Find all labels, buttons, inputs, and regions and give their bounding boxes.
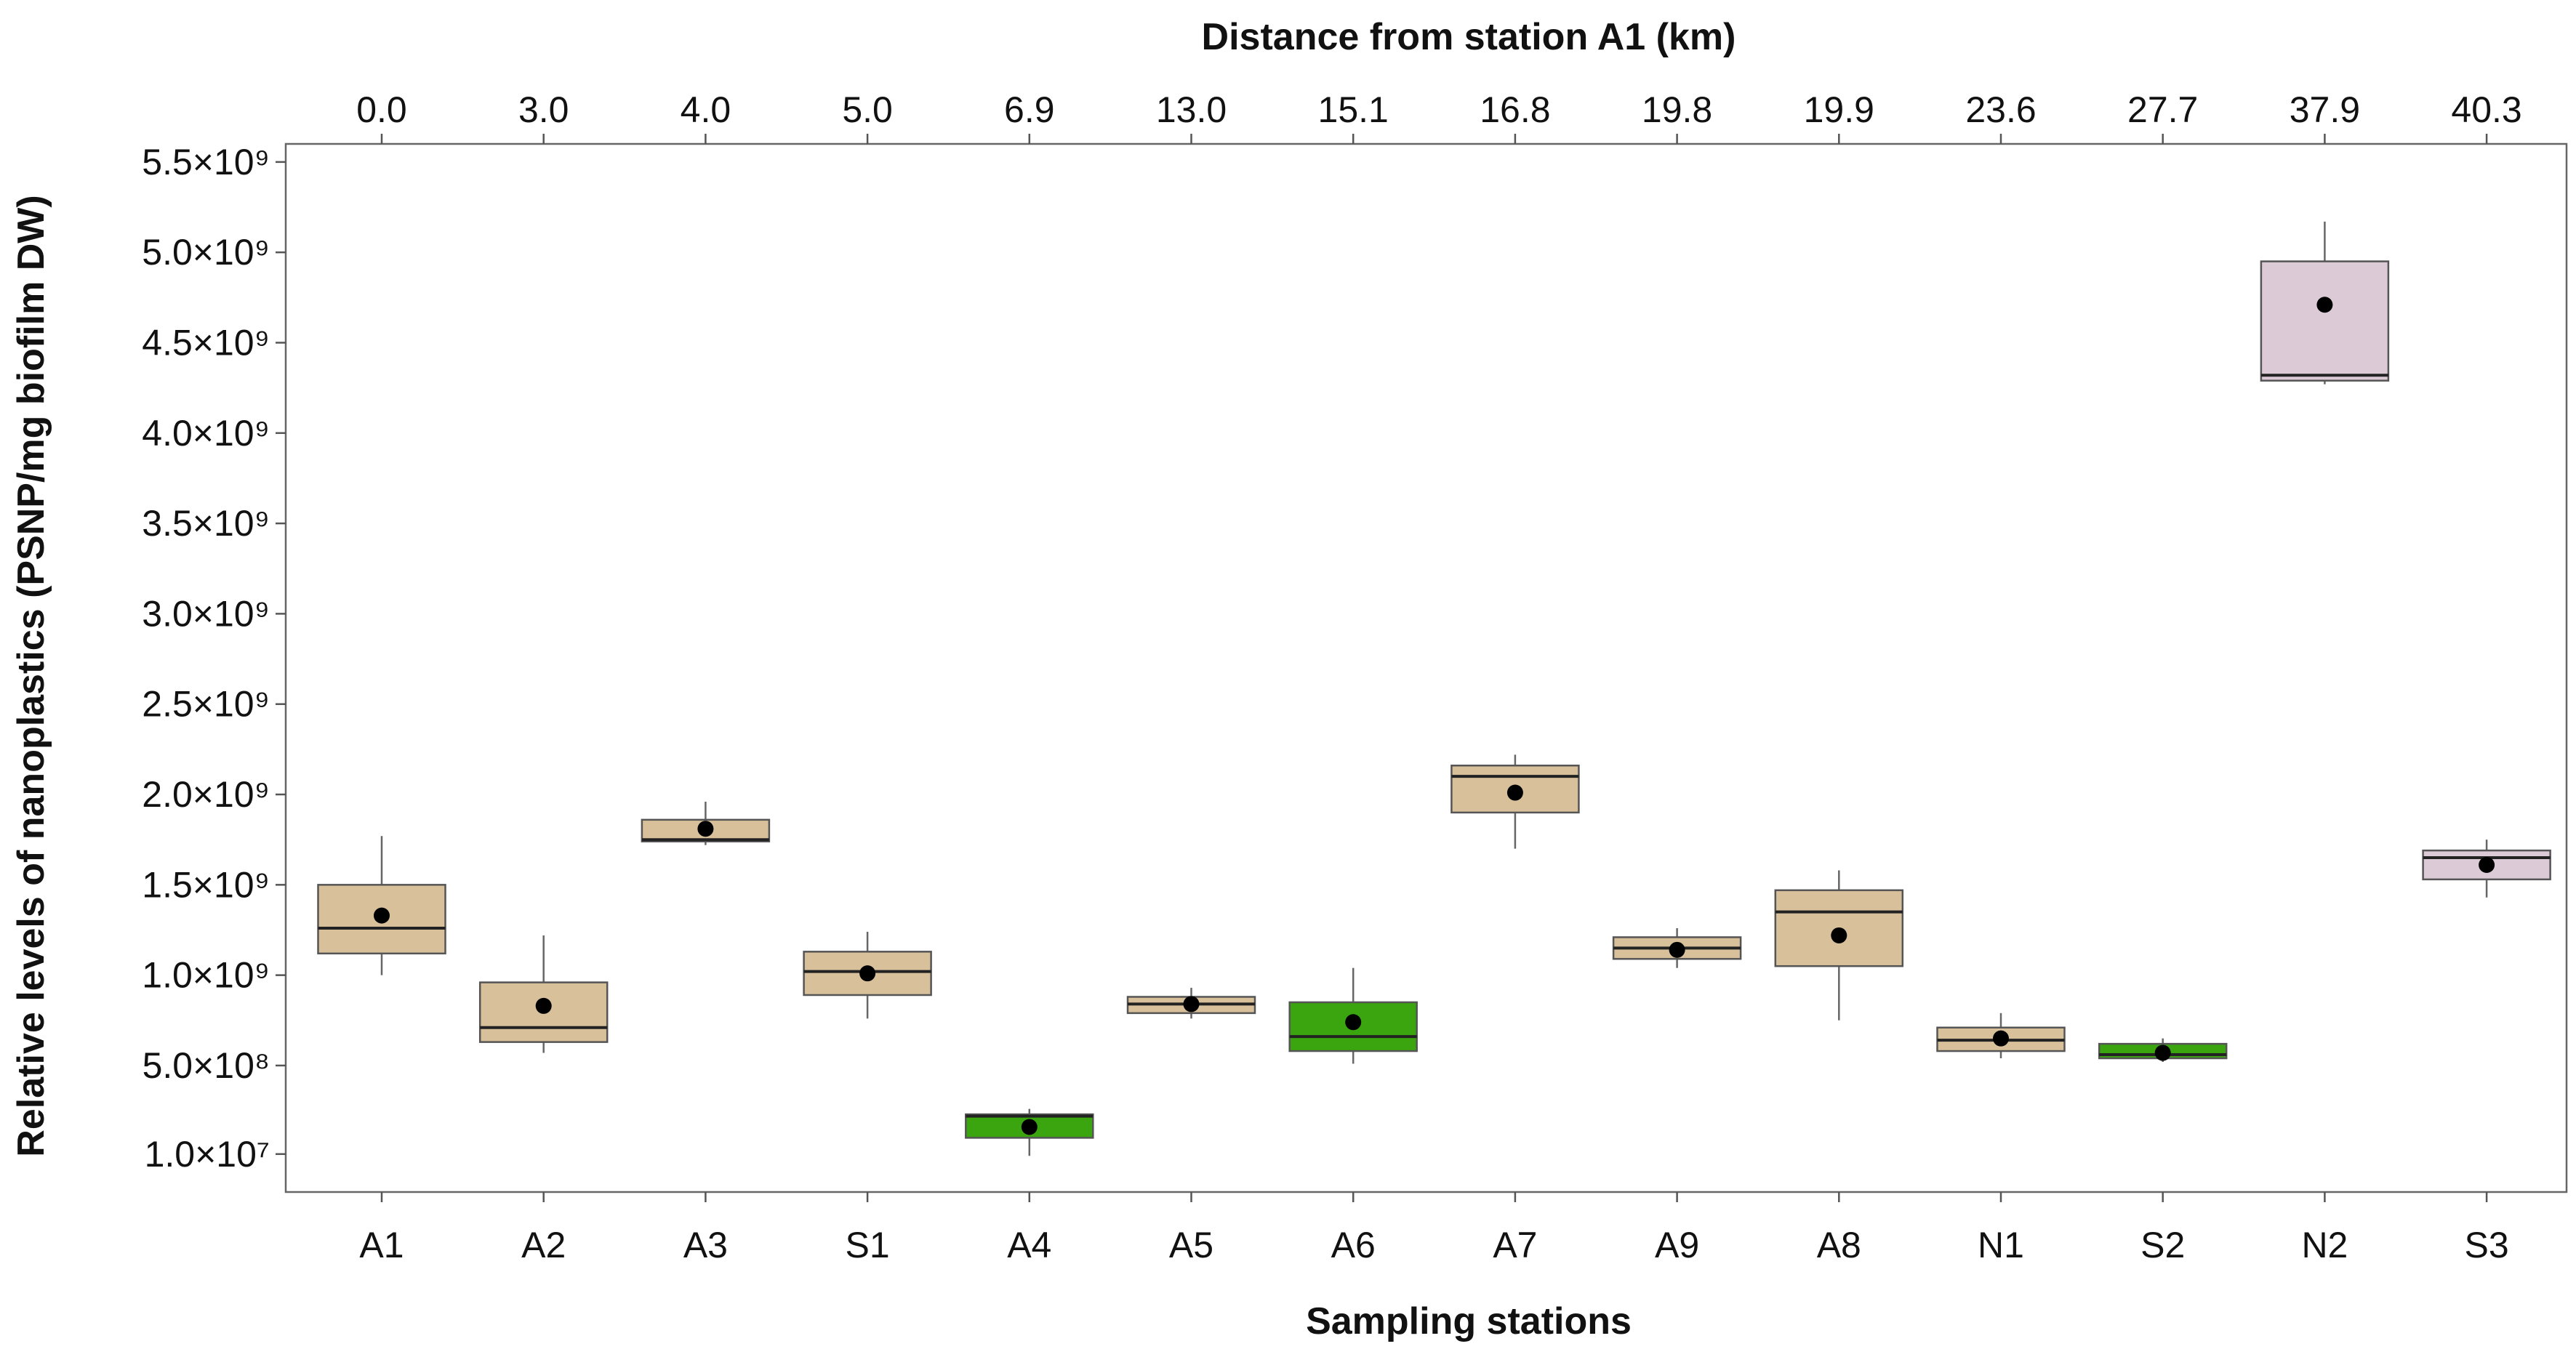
distance-label-A3: 4.0 [681,89,731,130]
y-tick-label-6: 3.0×10⁹ [142,593,270,634]
distance-label-S3: 40.3 [2451,89,2521,130]
x-tick-label-S1: S1 [846,1225,890,1265]
x-axis: A1 A2 A3 S1 A4 A5 A6 A7 A9 A8 N1 S2 N2 S3 [359,1192,2509,1265]
box-A7 [1450,754,1580,849]
x-tick-label-N1: N1 [1978,1225,2024,1265]
mean-point-A4 [1021,1119,1038,1135]
x-tick-label-N2: N2 [2301,1225,2348,1265]
mean-point-A1 [374,907,390,924]
y-axis: 1.0×10⁷ 5.0×10⁸ 1.0×10⁹ 1.5×10⁹ 2.0×10⁹ 2.5×1… [142,142,286,1175]
iqr-box-N2 [2260,260,2390,382]
x-tick-label-A3: A3 [683,1225,728,1265]
box-A2 [478,935,609,1053]
x-tick-label-S3: S3 [2465,1225,2509,1265]
x-tick-label-A2: A2 [521,1225,566,1265]
top-distance-axis: 0.0 3.0 4.0 5.0 6.9 13.0 15.1 16.8 19.8 19.9 23.6 2… [356,89,2522,144]
y-tick-label-7: 3.5×10⁹ [142,503,270,544]
mean-point-A8 [1831,927,1847,943]
y-tick-label-5: 2.5×10⁹ [142,684,270,725]
y-tick-label-9: 4.5×10⁹ [142,322,270,363]
x-tick-label-A7: A7 [1493,1225,1537,1265]
x-tick-label-A6: A6 [1331,1225,1376,1265]
distance-label-N2: 37.9 [2290,89,2360,130]
box-S1 [803,931,932,1019]
box-N2 [2260,221,2390,384]
distance-label-S1: 5.0 [842,89,893,130]
mean-point-A6 [1345,1014,1362,1031]
distance-label-A8: 19.9 [1804,89,1874,130]
y-tick-label-0: 1.0×10⁷ [145,1134,270,1175]
distance-label-A7: 16.8 [1480,89,1550,130]
mean-point-S1 [859,965,876,982]
y-tick-label-2: 1.0×10⁹ [142,955,270,996]
distance-label-A1: 0.0 [356,89,407,130]
mean-point-A2 [535,997,552,1014]
box-N1 [1936,1012,2066,1059]
mean-point-A9 [1669,941,1685,958]
y-axis-title: Relative levels of nanoplastics (PSNP/mg… [10,195,52,1156]
box-S2 [2098,1038,2228,1062]
distance-label-A9: 19.8 [1642,89,1712,130]
top-axis-title: Distance from station A1 (km) [1202,16,1736,58]
box-A9 [1612,928,1742,968]
y-tick-label-11: 5.5×10⁹ [142,142,270,182]
mean-point-S3 [2479,856,2495,873]
x-tick-label-A4: A4 [1007,1225,1051,1265]
plot-border [284,142,2568,1193]
mean-point-N1 [1993,1030,2009,1047]
mean-point-A7 [1506,784,1523,801]
distance-label-A2: 3.0 [518,89,569,130]
x-tick-label-A5: A5 [1169,1225,1213,1265]
distance-label-N1: 23.6 [1965,89,2036,130]
boxes [317,221,2551,1156]
box-A8 [1774,870,1904,1020]
mean-point-N2 [2316,297,2333,313]
distance-label-A5: 13.0 [1156,89,1227,130]
y-tick-label-4: 2.0×10⁹ [142,774,270,815]
x-tick-label-A8: A8 [1817,1225,1861,1265]
distance-label-S2: 27.7 [2127,89,2198,130]
distance-label-A4: 6.9 [1004,89,1055,130]
distance-label-A6: 15.1 [1318,89,1389,130]
plot-frame [284,142,2568,1193]
mean-point-S2 [2154,1044,2171,1061]
y-tick-label-8: 4.0×10⁹ [142,413,270,454]
x-tick-label-A1: A1 [359,1225,404,1265]
x-tick-label-A9: A9 [1655,1225,1699,1265]
y-tick-label-10: 5.0×10⁹ [142,232,270,273]
box-A4 [965,1108,1094,1156]
box-S3 [2422,839,2551,898]
y-tick-label-3: 1.5×10⁹ [142,864,270,905]
mean-point-A5 [1183,996,1200,1012]
x-tick-label-S2: S2 [2140,1225,2185,1265]
x-axis-title: Sampling stations [1306,1300,1632,1342]
mean-point-A3 [697,821,714,837]
y-tick-label-1: 5.0×10⁸ [143,1045,270,1086]
box-A5 [1126,988,1256,1019]
box-A6 [1288,967,1418,1064]
box-A1 [317,836,446,975]
box-A3 [641,801,771,845]
